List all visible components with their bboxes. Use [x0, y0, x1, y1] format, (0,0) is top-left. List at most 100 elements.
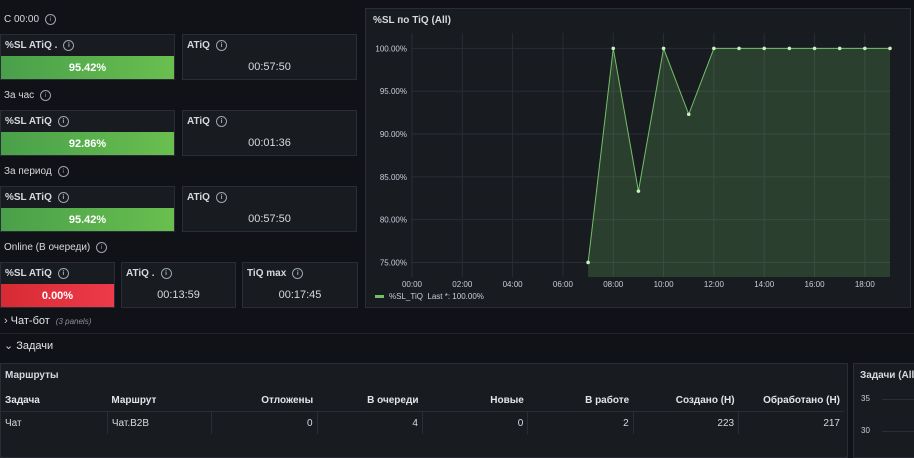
data-point: [812, 46, 817, 51]
info-icon[interactable]: i: [215, 40, 227, 51]
table-cell: 217: [823, 417, 840, 429]
sl-value-bar: 95.42%: [1, 56, 174, 79]
x-tick-label: 08:00: [603, 280, 624, 289]
atiq-value: 00:57:50: [248, 61, 291, 73]
sl-tiq-chart: 75.00% 80.00% 85.00% 90.00% 95.00% 100.00% 00:…: [375, 33, 892, 289]
info-icon[interactable]: i: [292, 268, 304, 279]
chevron-down-icon: ⌄: [4, 340, 14, 352]
column-header[interactable]: Создано (Н): [633, 389, 739, 412]
info-icon[interactable]: i: [215, 116, 227, 127]
table-cell: 223: [633, 411, 740, 434]
legend-series-name: %SL_TiQ: [389, 292, 423, 301]
info-icon[interactable]: i: [215, 192, 227, 203]
info-icon[interactable]: i: [40, 90, 52, 101]
x-tick-label: 02:00: [452, 280, 473, 289]
info-icon[interactable]: i: [160, 268, 172, 279]
panel-title: %SL ATiQ: [5, 192, 52, 204]
data-point: [611, 46, 616, 51]
info-icon[interactable]: i: [45, 14, 57, 25]
table-cell: 4: [317, 411, 423, 434]
table-cell: 0: [211, 411, 318, 434]
info-icon[interactable]: i: [63, 40, 75, 51]
x-tick-label: 10:00: [654, 280, 675, 289]
column-header[interactable]: В очереди: [317, 389, 423, 412]
chevron-right-icon: ›: [4, 315, 8, 327]
y-tick-label: 95.00%: [380, 87, 407, 96]
atiq-panel-per-hour[interactable]: ATiQ i 00:01:36: [182, 110, 357, 156]
y-tick-label: 30: [861, 426, 870, 435]
x-tick-label: 04:00: [503, 280, 524, 289]
sl-panel-since-midnight[interactable]: %SL ATiQ . i 95.42%: [0, 34, 175, 80]
routes-title: Маршруты: [5, 370, 59, 381]
routes-table-wrap: Задача Маршрут Отложены В очереди Новые …: [1, 389, 844, 434]
data-point: [636, 189, 641, 193]
legend-swatch-icon: [375, 295, 384, 299]
info-icon[interactable]: i: [57, 192, 69, 203]
section-per-period: За период i: [4, 166, 69, 177]
atiq-panel-online[interactable]: ATiQ . i 00:13:59: [121, 262, 236, 308]
column-header[interactable]: Обработано (Н): [738, 389, 844, 412]
sl-panel-online[interactable]: %SL ATiQ i 0.00%: [0, 262, 115, 308]
table-row[interactable]: Чат Чат.B2B 0 4 0 2 223 217: [1, 411, 844, 434]
x-tick-label: 18:00: [855, 280, 876, 289]
data-point: [888, 46, 892, 51]
y-tick-label: 90.00%: [380, 130, 407, 139]
panel-title: %SL ATiQ: [5, 268, 52, 280]
tiq-max-panel-online[interactable]: TiQ max i 00:17:45: [242, 262, 358, 308]
series-area: [588, 48, 890, 278]
atiq-panel-per-period[interactable]: ATiQ i 00:57:50: [182, 186, 357, 232]
atiq-panel-since-midnight[interactable]: ATiQ i 00:57:50: [182, 34, 357, 80]
panel-title: %SL ATiQ .: [5, 40, 58, 52]
info-icon[interactable]: i: [57, 166, 69, 177]
routes-panel[interactable]: Маршруты Задача Маршрут Отложены В очере…: [0, 363, 848, 458]
column-header[interactable]: Отложены: [211, 389, 318, 412]
table-cell: Чат: [1, 411, 108, 434]
column-header[interactable]: Маршрут: [107, 389, 212, 412]
column-header[interactable]: Задача: [1, 389, 108, 412]
table-header-row: Задача Маршрут Отложены В очереди Новые …: [1, 389, 844, 412]
section-label: За период: [4, 166, 52, 178]
sl-value-bar: 0.00%: [1, 284, 114, 307]
section-label: С 00:00: [4, 14, 40, 26]
x-tick-label: 12:00: [704, 280, 725, 289]
column-header[interactable]: В работе: [527, 389, 634, 412]
y-tick-label: 80.00%: [380, 216, 407, 225]
column-header[interactable]: Новые: [422, 389, 528, 412]
info-icon[interactable]: i: [57, 116, 69, 127]
tiq-max-value: 00:17:45: [278, 289, 322, 301]
data-point: [787, 46, 792, 51]
chart-title: %SL по TiQ (All): [373, 15, 451, 26]
sl-value-bar: 95.42%: [1, 208, 174, 231]
table-cell: Чат.B2B: [107, 411, 213, 434]
info-icon[interactable]: i: [96, 242, 108, 253]
data-point: [712, 46, 716, 51]
row-title: Задачи: [16, 340, 54, 352]
y-tick-label: 75.00%: [380, 258, 407, 267]
sl-panel-per-period[interactable]: %SL ATiQ i 95.42%: [0, 186, 175, 232]
atiq-value: 00:13:59: [157, 289, 200, 301]
data-point: [737, 46, 741, 51]
row-chatbot[interactable]: › Чат-бот (3 panels): [4, 315, 91, 327]
chart-legend[interactable]: %SL_TiQ Last *: 100.00%: [375, 292, 484, 301]
info-icon[interactable]: i: [57, 268, 69, 279]
y-tick-label: 35: [861, 394, 870, 403]
sl-tiq-chart-panel[interactable]: %SL по TiQ (All) 75.00% 80.00% 85.00% 90.00…: [365, 8, 911, 308]
panel-title: ATiQ: [187, 192, 210, 204]
section-label: За час: [4, 90, 35, 102]
atiq-value: 00:57:50: [248, 213, 291, 225]
row-title: Чат-бот: [10, 315, 50, 327]
x-tick-label: 00:00: [402, 280, 423, 289]
data-point: [686, 112, 691, 117]
table-cell: 0: [422, 411, 529, 434]
sl-value-bar: 92.86%: [1, 132, 174, 155]
tasks-all-title: Задачи (All): [860, 370, 914, 381]
atiq-value: 00:01:36: [248, 137, 291, 149]
x-tick-label: 16:00: [805, 280, 826, 289]
row-tasks[interactable]: ⌄ Задачи: [4, 339, 53, 352]
sl-panel-per-hour[interactable]: %SL ATiQ i 92.86%: [0, 110, 175, 156]
section-label: Online (В очереди): [4, 242, 91, 254]
y-tick-label: 100.00%: [375, 44, 407, 53]
panel-title: ATiQ .: [126, 268, 155, 280]
tasks-all-panel[interactable]: Задачи (All) 35 30: [853, 363, 914, 458]
data-point: [863, 46, 867, 51]
